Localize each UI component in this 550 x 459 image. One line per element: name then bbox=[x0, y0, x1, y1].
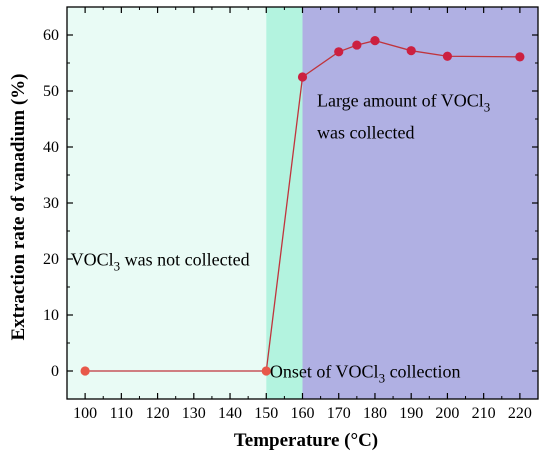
y-tick-label: 50 bbox=[43, 83, 59, 100]
x-tick-label: 150 bbox=[254, 405, 278, 422]
y-tick-label: 30 bbox=[43, 195, 59, 212]
series-line bbox=[80, 36, 525, 376]
data-point bbox=[334, 47, 344, 57]
annotations: VOCl3 was not collected Onset of VOCl3 co… bbox=[71, 91, 491, 386]
data-point bbox=[297, 72, 308, 82]
annotation-0: VOCl3 was not collected bbox=[71, 250, 250, 274]
region-0 bbox=[67, 7, 267, 399]
y-tick-label: 40 bbox=[43, 139, 59, 156]
data-point bbox=[261, 366, 271, 376]
x-tick-label: 190 bbox=[399, 405, 423, 422]
x-tick-label: 170 bbox=[327, 405, 351, 422]
data-point bbox=[80, 366, 90, 376]
x-tick-label: 130 bbox=[182, 405, 206, 422]
data-point bbox=[406, 46, 416, 56]
x-axis-title: Temperature (°C) bbox=[234, 430, 378, 451]
y-axis-title: Extraction rate of vanadium (%) bbox=[8, 73, 29, 340]
region-1 bbox=[266, 7, 303, 399]
data-point bbox=[352, 40, 362, 50]
x-axis: 100 110 120 130 140 150 160 170 180 190 200 210 220 bbox=[73, 7, 532, 422]
x-tick-label: 120 bbox=[146, 405, 170, 422]
y-axis: 0 10 20 30 40 50 60 bbox=[43, 27, 538, 380]
region-2 bbox=[302, 7, 538, 399]
x-tick-label: 210 bbox=[472, 405, 496, 422]
y-tick-label: 60 bbox=[43, 27, 59, 44]
x-tick-label: 180 bbox=[363, 405, 387, 422]
data-point bbox=[515, 52, 525, 62]
background-regions bbox=[67, 7, 538, 399]
x-tick-label: 160 bbox=[291, 405, 315, 422]
x-tick-label: 200 bbox=[435, 405, 459, 422]
x-tick-label: 100 bbox=[73, 405, 97, 422]
y-tick-label: 20 bbox=[43, 251, 59, 268]
annotation-2: Large amount of VOCl3 bbox=[317, 91, 490, 115]
data-point bbox=[370, 36, 380, 46]
y-tick-label: 10 bbox=[43, 307, 59, 324]
y-tick-label: 0 bbox=[51, 363, 59, 380]
annotation-3: was collected bbox=[317, 123, 414, 143]
x-tick-label: 140 bbox=[218, 405, 242, 422]
annotation-1: Onset of VOCl3 collection bbox=[270, 362, 461, 386]
x-tick-label: 110 bbox=[110, 405, 133, 422]
x-tick-label: 220 bbox=[508, 405, 532, 422]
data-point bbox=[442, 51, 453, 61]
